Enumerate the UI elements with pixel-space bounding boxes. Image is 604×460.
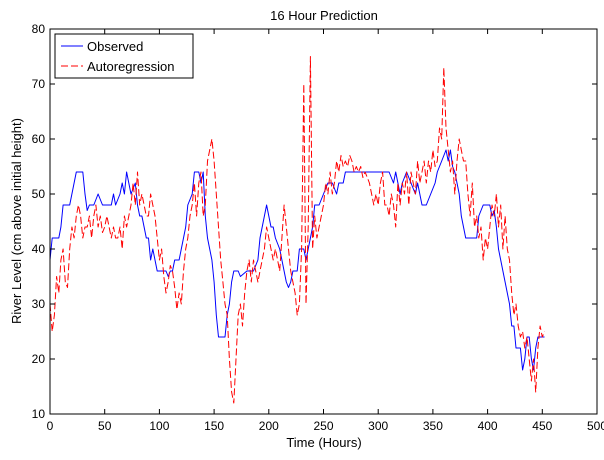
- x-tick-label: 400: [478, 419, 498, 433]
- x-tick-label: 50: [98, 419, 112, 433]
- x-axis-label: Time (Hours): [286, 435, 361, 450]
- x-tick-label: 150: [204, 419, 224, 433]
- x-tick-label: 200: [259, 419, 279, 433]
- y-tick-label: 80: [32, 22, 46, 36]
- chart-title: 16 Hour Prediction: [270, 8, 378, 23]
- legend-label-autoregression: Autoregression: [87, 59, 174, 74]
- y-tick-label: 10: [32, 407, 46, 421]
- series-line-autoregression: [49, 56, 545, 404]
- y-tick-label: 60: [32, 132, 46, 146]
- series-layer: [49, 56, 545, 404]
- x-tick-label: 350: [423, 419, 443, 433]
- x-tick-label: 100: [149, 419, 169, 433]
- legend-label-observed: Observed: [87, 39, 143, 54]
- y-tick-label: 30: [32, 297, 46, 311]
- x-tick-label: 450: [532, 419, 552, 433]
- x-tick-label: 300: [368, 419, 388, 433]
- y-tick-label: 40: [32, 242, 46, 256]
- x-tick-label: 250: [313, 419, 333, 433]
- tick-layer: 0 50 100 150 200 250 300 350 400 450 500 10 20 30 40 50…: [32, 22, 604, 433]
- x-tick-label: 0: [47, 419, 54, 433]
- y-tick-label: 70: [32, 77, 46, 91]
- y-axis-label: River Level (cm above initial height): [9, 118, 24, 324]
- series-line-observed: [49, 149, 545, 371]
- y-tick-label: 50: [32, 187, 46, 201]
- legend-box: [54, 33, 194, 79]
- chart-legend: Observed Autoregression: [54, 33, 194, 79]
- y-tick-label: 20: [32, 352, 46, 366]
- x-tick-label: 500: [587, 419, 604, 433]
